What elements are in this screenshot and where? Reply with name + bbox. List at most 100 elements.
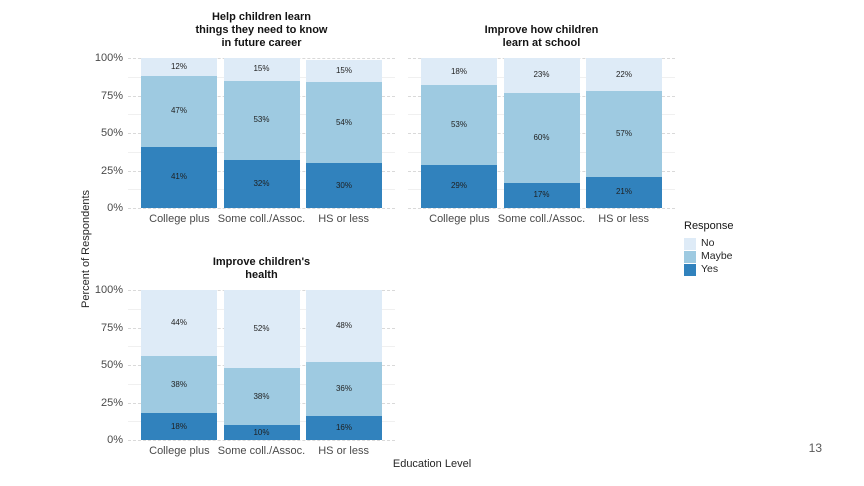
legend-item-maybe: Maybe [684, 250, 734, 263]
facet-title-line: Help children learn [211, 11, 312, 23]
segment-value-label: 53% [450, 119, 467, 129]
bar-segment-yes: 10% [223, 425, 300, 440]
x-tick-labels: College plus Some coll./Assoc. HS or less [128, 213, 395, 225]
segment-value-label: 21% [615, 187, 632, 197]
bar-segment-no: 52% [223, 290, 300, 368]
y-tick-label: 50% [100, 359, 123, 371]
bar-segment-yes: 32% [223, 160, 300, 208]
segment-value-label: 52% [253, 324, 270, 333]
chart-legend: Response No Maybe Yes [684, 220, 734, 276]
bar-segment-no: 12% [141, 58, 217, 76]
bar-segment-yes: 16% [306, 416, 382, 440]
facet-title: Improve how children learn at school [408, 24, 675, 50]
segment-value-label: 57% [615, 128, 632, 138]
y-tick-labels: 100% 75% 50% 25% 0% [77, 52, 123, 214]
bar-stack: 16% 36% 48% [306, 290, 382, 440]
x-tick-label: HS or less [318, 213, 369, 225]
bar-segment-maybe: 38% [141, 356, 217, 413]
bar-segment-no: 18% [421, 58, 497, 85]
bar-stack: 10% 38% 52% [223, 290, 300, 440]
legend-swatch-icon [684, 263, 696, 276]
y-tick-label: 0% [107, 434, 123, 446]
page-number: 13 [808, 441, 822, 455]
y-tick-label: 75% [100, 321, 123, 334]
segment-value-label: 41% [170, 172, 187, 182]
bar-segment-maybe: 54% [306, 82, 382, 163]
segment-value-label: 10% [253, 427, 270, 437]
x-tick-label: HS or less [598, 213, 649, 225]
bar-stack: 41% 47% 12% [141, 58, 217, 208]
legend-label: Yes [701, 263, 719, 275]
x-tick-label: Some coll./Assoc. [497, 213, 586, 225]
legend-label: Maybe [701, 250, 733, 262]
segment-value-label: 17% [533, 190, 550, 200]
segment-value-label: 16% [335, 423, 352, 432]
gridline-major [128, 440, 395, 441]
bar-segment-maybe: 60% [503, 92, 580, 183]
bar-segment-no: 22% [586, 58, 662, 91]
segment-value-label: 36% [335, 384, 352, 393]
bar-segment-yes: 18% [141, 413, 217, 440]
bar-stack: 17% 60% 23% [503, 58, 580, 208]
gridline-major [128, 208, 395, 209]
bar-stack: 30% 54% 15% [306, 59, 382, 208]
bar-stack: 18% 38% 44% [141, 290, 217, 440]
bar-segment-yes: 17% [503, 182, 580, 208]
segment-value-label: 44% [170, 318, 187, 327]
legend-swatch-icon [684, 237, 696, 250]
bars-area: 41% 47% 12% 32% 53% 15% 30% 54% 15% [128, 58, 395, 208]
x-tick-label: College plus [429, 213, 490, 225]
x-tick-label: College plus [149, 213, 210, 225]
facet-panel: 29% 53% 18% 17% 60% 23% 21% 57% 22% [408, 58, 675, 209]
x-tick-label: College plus [149, 445, 210, 457]
x-tick-label: Some coll./Assoc. [217, 445, 306, 457]
facet-title: Improve children's health [128, 256, 395, 282]
bar-segment-maybe: 38% [223, 368, 300, 425]
bar-segment-maybe: 36% [306, 362, 382, 416]
legend-swatch-icon [684, 250, 696, 263]
bars-area: 18% 38% 44% 10% 38% 52% 16% 36% 48% [128, 290, 395, 440]
x-tick-labels: College plus Some coll./Assoc. HS or less [128, 445, 395, 457]
x-axis-title: Education Level [392, 458, 472, 470]
bar-segment-maybe: 47% [141, 76, 217, 147]
y-tick-label: 75% [100, 89, 123, 102]
segment-value-label: 15% [335, 65, 352, 75]
bar-segment-yes: 41% [141, 146, 217, 208]
segment-value-label: 30% [335, 180, 352, 190]
legend-item-yes: Yes [684, 263, 734, 276]
bar-stack: 32% 53% 15% [223, 58, 300, 208]
bar-segment-no: 15% [306, 59, 382, 82]
segment-value-label: 48% [335, 321, 352, 330]
bar-segment-maybe: 53% [421, 85, 497, 165]
segment-value-label: 29% [450, 181, 467, 191]
bar-segment-no: 15% [223, 58, 300, 81]
gridline-major [408, 208, 675, 209]
segment-value-label: 54% [335, 117, 352, 127]
y-tick-label: 0% [107, 202, 123, 214]
y-tick-label: 25% [100, 164, 123, 177]
facet-title-line: Improve children's [212, 256, 311, 268]
bar-segment-maybe: 57% [586, 91, 662, 177]
facet-title: Help children learn things they need to k… [128, 11, 395, 50]
x-tick-label: Some coll./Assoc. [217, 213, 306, 225]
y-tick-label: 50% [100, 127, 123, 139]
segment-value-label: 47% [170, 106, 187, 116]
bar-segment-no: 23% [503, 58, 580, 93]
y-tick-label: 25% [100, 396, 123, 409]
segment-value-label: 23% [533, 70, 550, 80]
segment-value-label: 18% [170, 421, 187, 431]
bar-segment-no: 44% [141, 290, 217, 356]
bar-stack: 29% 53% 18% [421, 58, 497, 208]
segment-value-label: 38% [253, 391, 270, 401]
segment-value-label: 53% [253, 115, 270, 125]
bars-area: 29% 53% 18% 17% 60% 23% 21% 57% 22% [408, 58, 675, 208]
legend-items: No Maybe Yes [684, 237, 734, 276]
facet-title-line: learn at school [502, 37, 581, 49]
y-tick-labels: 100% 75% 50% 25% 0% [77, 284, 123, 446]
facet-title-line: Improve how children [484, 24, 599, 36]
bar-segment-yes: 21% [586, 176, 662, 208]
bar-segment-yes: 30% [306, 163, 382, 208]
segment-value-label: 22% [615, 69, 632, 79]
bar-stack: 21% 57% 22% [586, 58, 662, 208]
